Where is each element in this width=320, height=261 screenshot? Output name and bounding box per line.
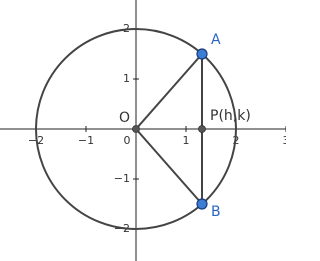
x-tick-label: −1 — [78, 134, 94, 147]
x-tick-label: 0 — [124, 134, 131, 147]
point-label: O — [119, 110, 130, 126]
y-tick-label: 1 — [123, 72, 130, 85]
y-tick-label: −1 — [114, 172, 130, 185]
point-label: P(h,k) — [210, 108, 251, 124]
point — [132, 125, 140, 133]
point-label: A — [211, 32, 221, 48]
x-tick-label: 3 — [283, 134, 287, 147]
circle — [35, 28, 237, 230]
point — [198, 125, 206, 133]
segment — [135, 53, 203, 130]
point — [196, 198, 208, 210]
x-tick-label: 1 — [183, 134, 190, 147]
point-label: B — [211, 204, 221, 220]
segment — [135, 128, 203, 205]
point — [196, 48, 208, 60]
